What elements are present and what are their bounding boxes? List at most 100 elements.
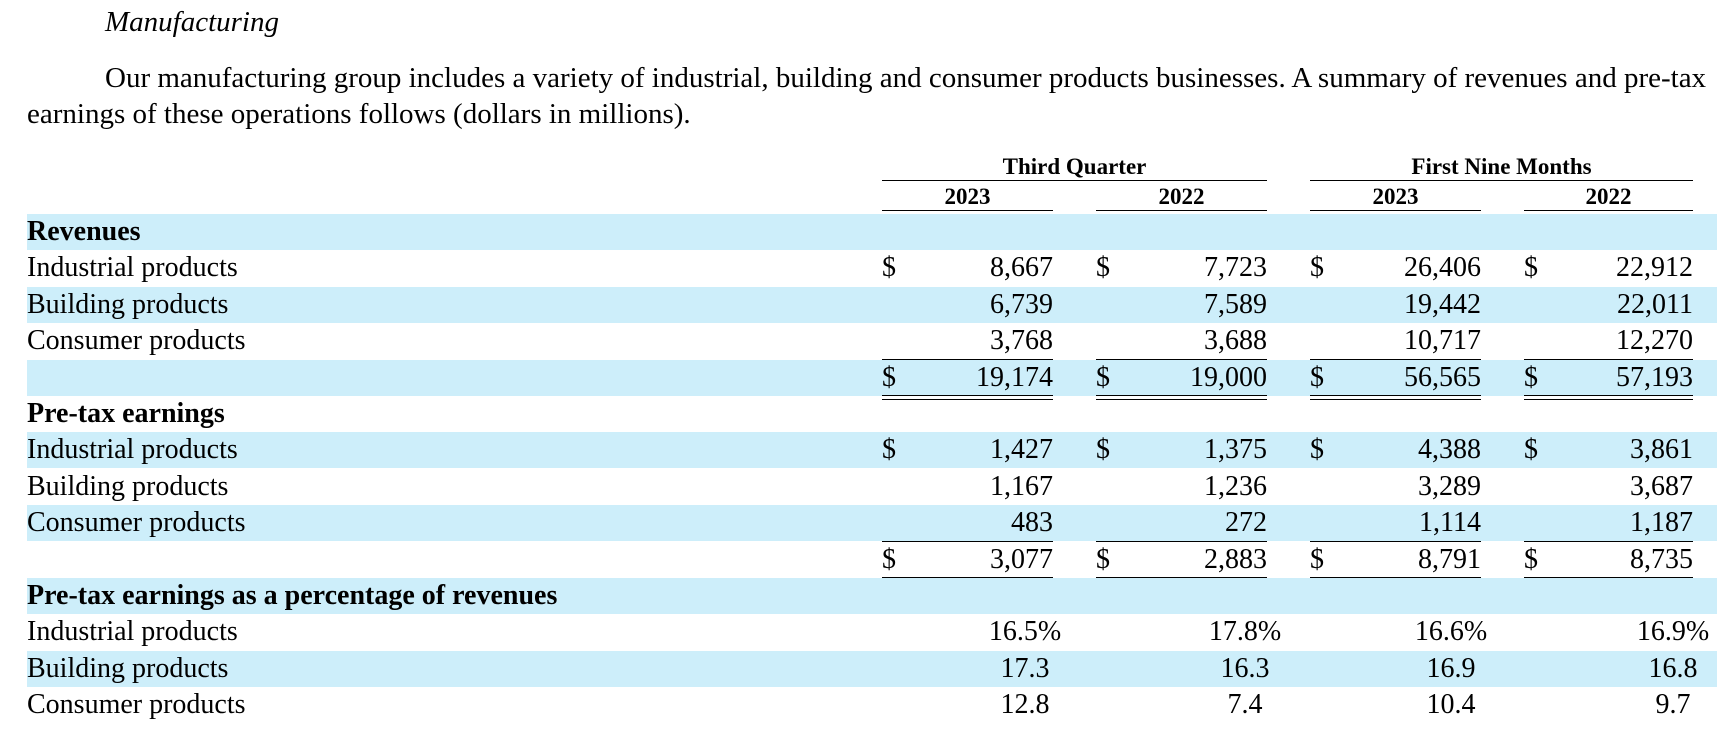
value-cell: 483: [1011, 507, 1053, 539]
currency-symbol: $: [1310, 543, 1324, 575]
section-title: Pre-tax earnings: [27, 398, 225, 429]
column-year-rule: [1096, 210, 1267, 211]
value-cell: 57,193: [1616, 361, 1693, 393]
column-year-header: 2023: [944, 184, 991, 209]
value-cell: 3,768: [990, 325, 1053, 357]
column-year-rule: [1524, 210, 1693, 211]
intro-paragraph: Our manufacturing group includes a varie…: [27, 62, 1707, 130]
value-cell: 7,589: [1204, 288, 1267, 320]
column-year-rule: [882, 210, 1053, 211]
currency-symbol: $: [1096, 543, 1110, 575]
row-label: Building products: [27, 288, 229, 320]
subtotal-rule: [1310, 540, 1481, 542]
value-cell: 22,011: [1617, 288, 1693, 320]
row-label: Consumer products: [27, 689, 246, 721]
column-group-rule: [882, 180, 1267, 181]
currency-symbol: $: [1096, 361, 1110, 393]
section-title: Revenues: [27, 216, 141, 247]
subtotal-rule: [882, 540, 1053, 542]
row-label: Consumer products: [27, 507, 246, 539]
value-cell: 4,388: [1418, 434, 1481, 466]
column-year-header: 2023: [1372, 184, 1419, 209]
subtotal-rule: [1096, 358, 1267, 360]
currency-symbol: $: [882, 252, 896, 284]
column-group-rule: [1310, 180, 1693, 181]
currency-symbol: $: [1524, 434, 1538, 466]
row-label: Industrial products: [27, 616, 238, 648]
value-cell: 1,114: [1419, 507, 1481, 539]
currency-symbol: $: [882, 434, 896, 466]
row-label: Building products: [27, 470, 229, 502]
row-band: [27, 286, 1717, 323]
total-double-rule: [1096, 395, 1267, 400]
column-year-rule: [1310, 210, 1481, 211]
total-double-rule: [1310, 395, 1481, 400]
column-group-header: First Nine Months: [1411, 154, 1592, 179]
value-cell: 8,667: [990, 252, 1053, 284]
value-cell: 1,187: [1630, 507, 1693, 539]
currency-symbol: $: [1310, 252, 1324, 284]
currency-symbol: $: [1310, 434, 1324, 466]
row-band: [27, 650, 1717, 687]
total-double-rule: [882, 395, 1053, 400]
row-band: [27, 505, 1717, 542]
value-cell: 3,688: [1204, 325, 1267, 357]
percent-cell: 10.4: [1426, 689, 1476, 721]
row-band: [27, 578, 1717, 614]
value-cell: 3,289: [1418, 470, 1481, 502]
value-cell: 6,739: [990, 288, 1053, 320]
percent-cell: 9.7: [1655, 689, 1691, 721]
section-title: Pre-tax earnings as a percentage of reve…: [27, 580, 558, 611]
percent-cell: 16.9%: [1636, 616, 1710, 648]
subtotal-rule: [882, 358, 1053, 360]
value-cell: 19,174: [976, 361, 1053, 393]
currency-symbol: $: [882, 543, 896, 575]
currency-symbol: $: [1310, 361, 1324, 393]
value-cell: 1,236: [1204, 470, 1267, 502]
subtotal-rule: [1524, 358, 1693, 360]
percent-cell: 16.6%: [1414, 616, 1488, 648]
section-heading: Manufacturing: [105, 6, 279, 38]
percent-cell: 7.4: [1227, 689, 1263, 721]
value-cell: 12,270: [1616, 325, 1693, 357]
value-cell: 3,077: [990, 543, 1053, 575]
currency-symbol: $: [1524, 361, 1538, 393]
percent-cell: 12.8: [1000, 689, 1050, 721]
value-cell: 1,375: [1204, 434, 1267, 466]
row-label: Industrial products: [27, 434, 238, 466]
value-cell: 7,723: [1204, 252, 1267, 284]
currency-symbol: $: [1096, 252, 1110, 284]
currency-symbol: $: [1096, 434, 1110, 466]
value-cell: 2,883: [1204, 543, 1267, 575]
percent-cell: 17.3: [1000, 652, 1050, 684]
currency-symbol: $: [1524, 252, 1538, 284]
percent-cell: 16.8: [1648, 652, 1698, 684]
row-band: [27, 214, 1717, 250]
currency-symbol: $: [882, 361, 896, 393]
value-cell: 3,687: [1630, 470, 1693, 502]
row-label: Consumer products: [27, 325, 246, 357]
value-cell: 19,442: [1404, 288, 1481, 320]
value-cell: 1,167: [990, 470, 1053, 502]
value-cell: 26,406: [1404, 252, 1481, 284]
row-label: Industrial products: [27, 252, 238, 284]
value-cell: 3,861: [1630, 434, 1693, 466]
row-band: [27, 432, 1717, 469]
value-cell: 8,791: [1418, 543, 1481, 575]
subtotal-rule: [1310, 358, 1481, 360]
subtotal-rule: [1524, 540, 1693, 542]
column-year-header: 2022: [1158, 184, 1205, 209]
value-cell: 272: [1225, 507, 1267, 539]
value-cell: 22,912: [1616, 252, 1693, 284]
column-year-header: 2022: [1585, 184, 1632, 209]
value-cell: 56,565: [1404, 361, 1481, 393]
row-label: Building products: [27, 652, 229, 684]
percent-cell: 17.8%: [1208, 616, 1282, 648]
currency-symbol: $: [1524, 543, 1538, 575]
value-cell: 19,000: [1190, 361, 1267, 393]
total-double-rule: [1524, 395, 1693, 400]
value-cell: 8,735: [1630, 543, 1693, 575]
row-band: [27, 359, 1717, 396]
subtotal-rule: [1096, 540, 1267, 542]
